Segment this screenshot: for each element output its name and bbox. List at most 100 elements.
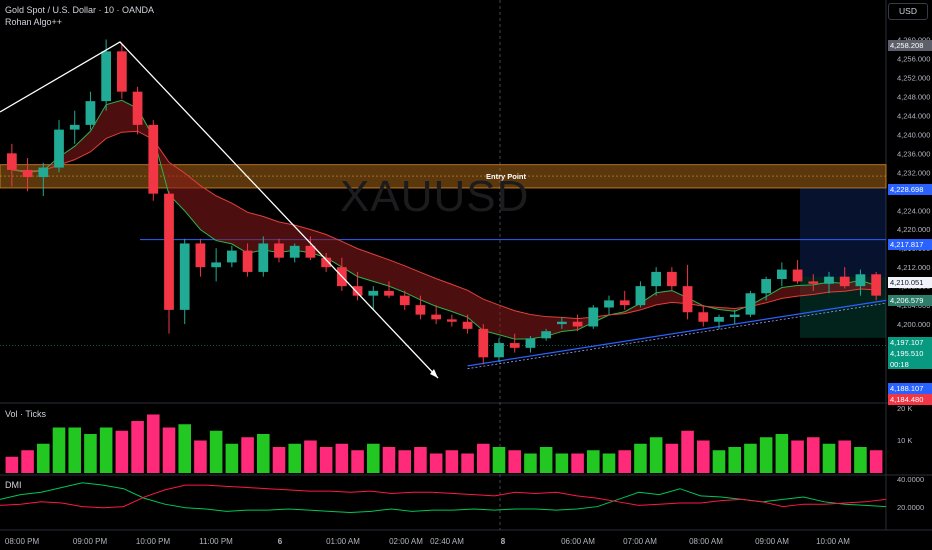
price-axis-tick: 4,244.000 [897, 111, 930, 120]
candle-body [572, 321, 583, 327]
target-zone [800, 187, 886, 277]
time-axis-tick: 09:00 AM [755, 537, 789, 546]
price-tag-zone: 4,228.698 [888, 184, 932, 195]
price-tag-stop: 4,197.107 [888, 337, 932, 348]
candle-body [38, 167, 49, 178]
volume-bar [854, 447, 867, 473]
candle-body [85, 101, 96, 125]
time-axis-tick: 02:00 AM [389, 537, 423, 546]
currency-button[interactable]: USD [888, 3, 928, 20]
volume-bar [477, 443, 490, 473]
volume-bar [5, 456, 19, 473]
time-axis-tick: 11:00 PM [199, 537, 233, 546]
candle-body [399, 295, 410, 306]
volume-bar [445, 450, 459, 473]
price-axis-tick: 4,248.000 [897, 92, 930, 101]
volume-bar [209, 430, 223, 473]
candle-body [478, 328, 489, 358]
volume-bar [178, 424, 191, 473]
volume-bar [147, 414, 160, 473]
time-axis-tick: 08:00 AM [689, 537, 723, 546]
volume-bar [367, 443, 380, 473]
volume-bar [194, 440, 207, 473]
symbol-watermark: XAUUSD [340, 172, 530, 221]
candle-body [226, 250, 237, 263]
volume-bar [335, 443, 349, 473]
time-axis-tick: 01:00 AM [326, 537, 360, 546]
dmi-pane-label[interactable]: DMI [5, 480, 22, 490]
volume-bar [697, 440, 710, 473]
indicator-label[interactable]: Rohan Algo++ [5, 17, 63, 27]
volume-bar [398, 450, 411, 473]
candle-body [525, 338, 536, 348]
candle-body [824, 276, 834, 284]
volume-bar [21, 450, 34, 473]
volume-bar [288, 443, 301, 473]
candle-body [792, 269, 803, 282]
price-tag-target: 4,210.051 [888, 277, 932, 288]
time-axis-tick: 06:00 AM [561, 537, 595, 546]
price-axis-tick: 4,212.000 [897, 263, 930, 272]
time-axis-tick: 07:00 AM [623, 537, 657, 546]
candle-body [745, 293, 756, 315]
volume-bar [68, 427, 81, 473]
price-tag-high: 4,258.208 [888, 40, 932, 51]
candle-body [431, 314, 442, 320]
volume-bar [414, 447, 427, 473]
candle-body [855, 274, 866, 287]
candle-body [682, 286, 693, 313]
volume-bar [241, 437, 254, 473]
time-axis-tick: 10:00 AM [816, 537, 850, 546]
volume-bar [838, 440, 851, 473]
candle-body [808, 281, 819, 284]
volume-bar [131, 421, 144, 473]
volume-bar [728, 447, 741, 473]
price-axis-tick: 4,252.000 [897, 73, 930, 82]
candle-body [462, 321, 473, 329]
volume-bar [618, 450, 631, 473]
volume-bar [602, 453, 616, 473]
last-price: 4,195.510 [890, 349, 924, 358]
candle-body [698, 312, 709, 322]
time-axis-tick: 02:40 AM [430, 537, 464, 546]
volume-bar [539, 447, 553, 473]
volume-pane-label[interactable]: Vol · Ticks [5, 409, 47, 419]
candle-body [729, 314, 740, 317]
candle-body [384, 290, 394, 296]
volume-bar [759, 437, 773, 473]
volume-bar [382, 447, 396, 473]
price-axis-tick: 4,256.000 [897, 54, 930, 63]
candle-body [651, 271, 662, 287]
volume-bar [712, 450, 726, 473]
candle-body [352, 286, 363, 296]
candle-body [588, 307, 599, 327]
candle-body [69, 124, 80, 130]
price-axis-tick: 4,232.000 [897, 168, 930, 177]
time-axis-tick: 09:00 PM [73, 537, 108, 546]
volume-bar [665, 443, 679, 473]
candle-body [179, 243, 190, 310]
volume-bar [162, 427, 176, 473]
candle-body [274, 243, 284, 258]
candle-body [116, 51, 127, 92]
candle-body [604, 300, 614, 308]
price-tag-last: 4,195.510 00:18 [888, 348, 932, 369]
volume-bar [492, 447, 506, 473]
candle-body [871, 274, 882, 296]
bar-countdown: 00:18 [890, 360, 909, 369]
candle-body [289, 245, 300, 258]
price-axis-tick: 4,236.000 [897, 149, 930, 158]
candle-body [211, 262, 222, 268]
volume-bar [744, 443, 757, 473]
candle-body [446, 319, 457, 322]
ma-ribbon [11, 100, 877, 340]
drawn-path [0, 41, 439, 379]
candle-body [132, 91, 143, 125]
time-axis-tick: 08:00 PM [5, 537, 40, 546]
symbol-title[interactable]: Gold Spot / U.S. Dollar · 10 · OANDA [5, 5, 155, 15]
volume-bar [461, 453, 474, 473]
volume-bar [587, 450, 600, 473]
volume-bar [304, 440, 317, 473]
candle-body [541, 331, 552, 339]
